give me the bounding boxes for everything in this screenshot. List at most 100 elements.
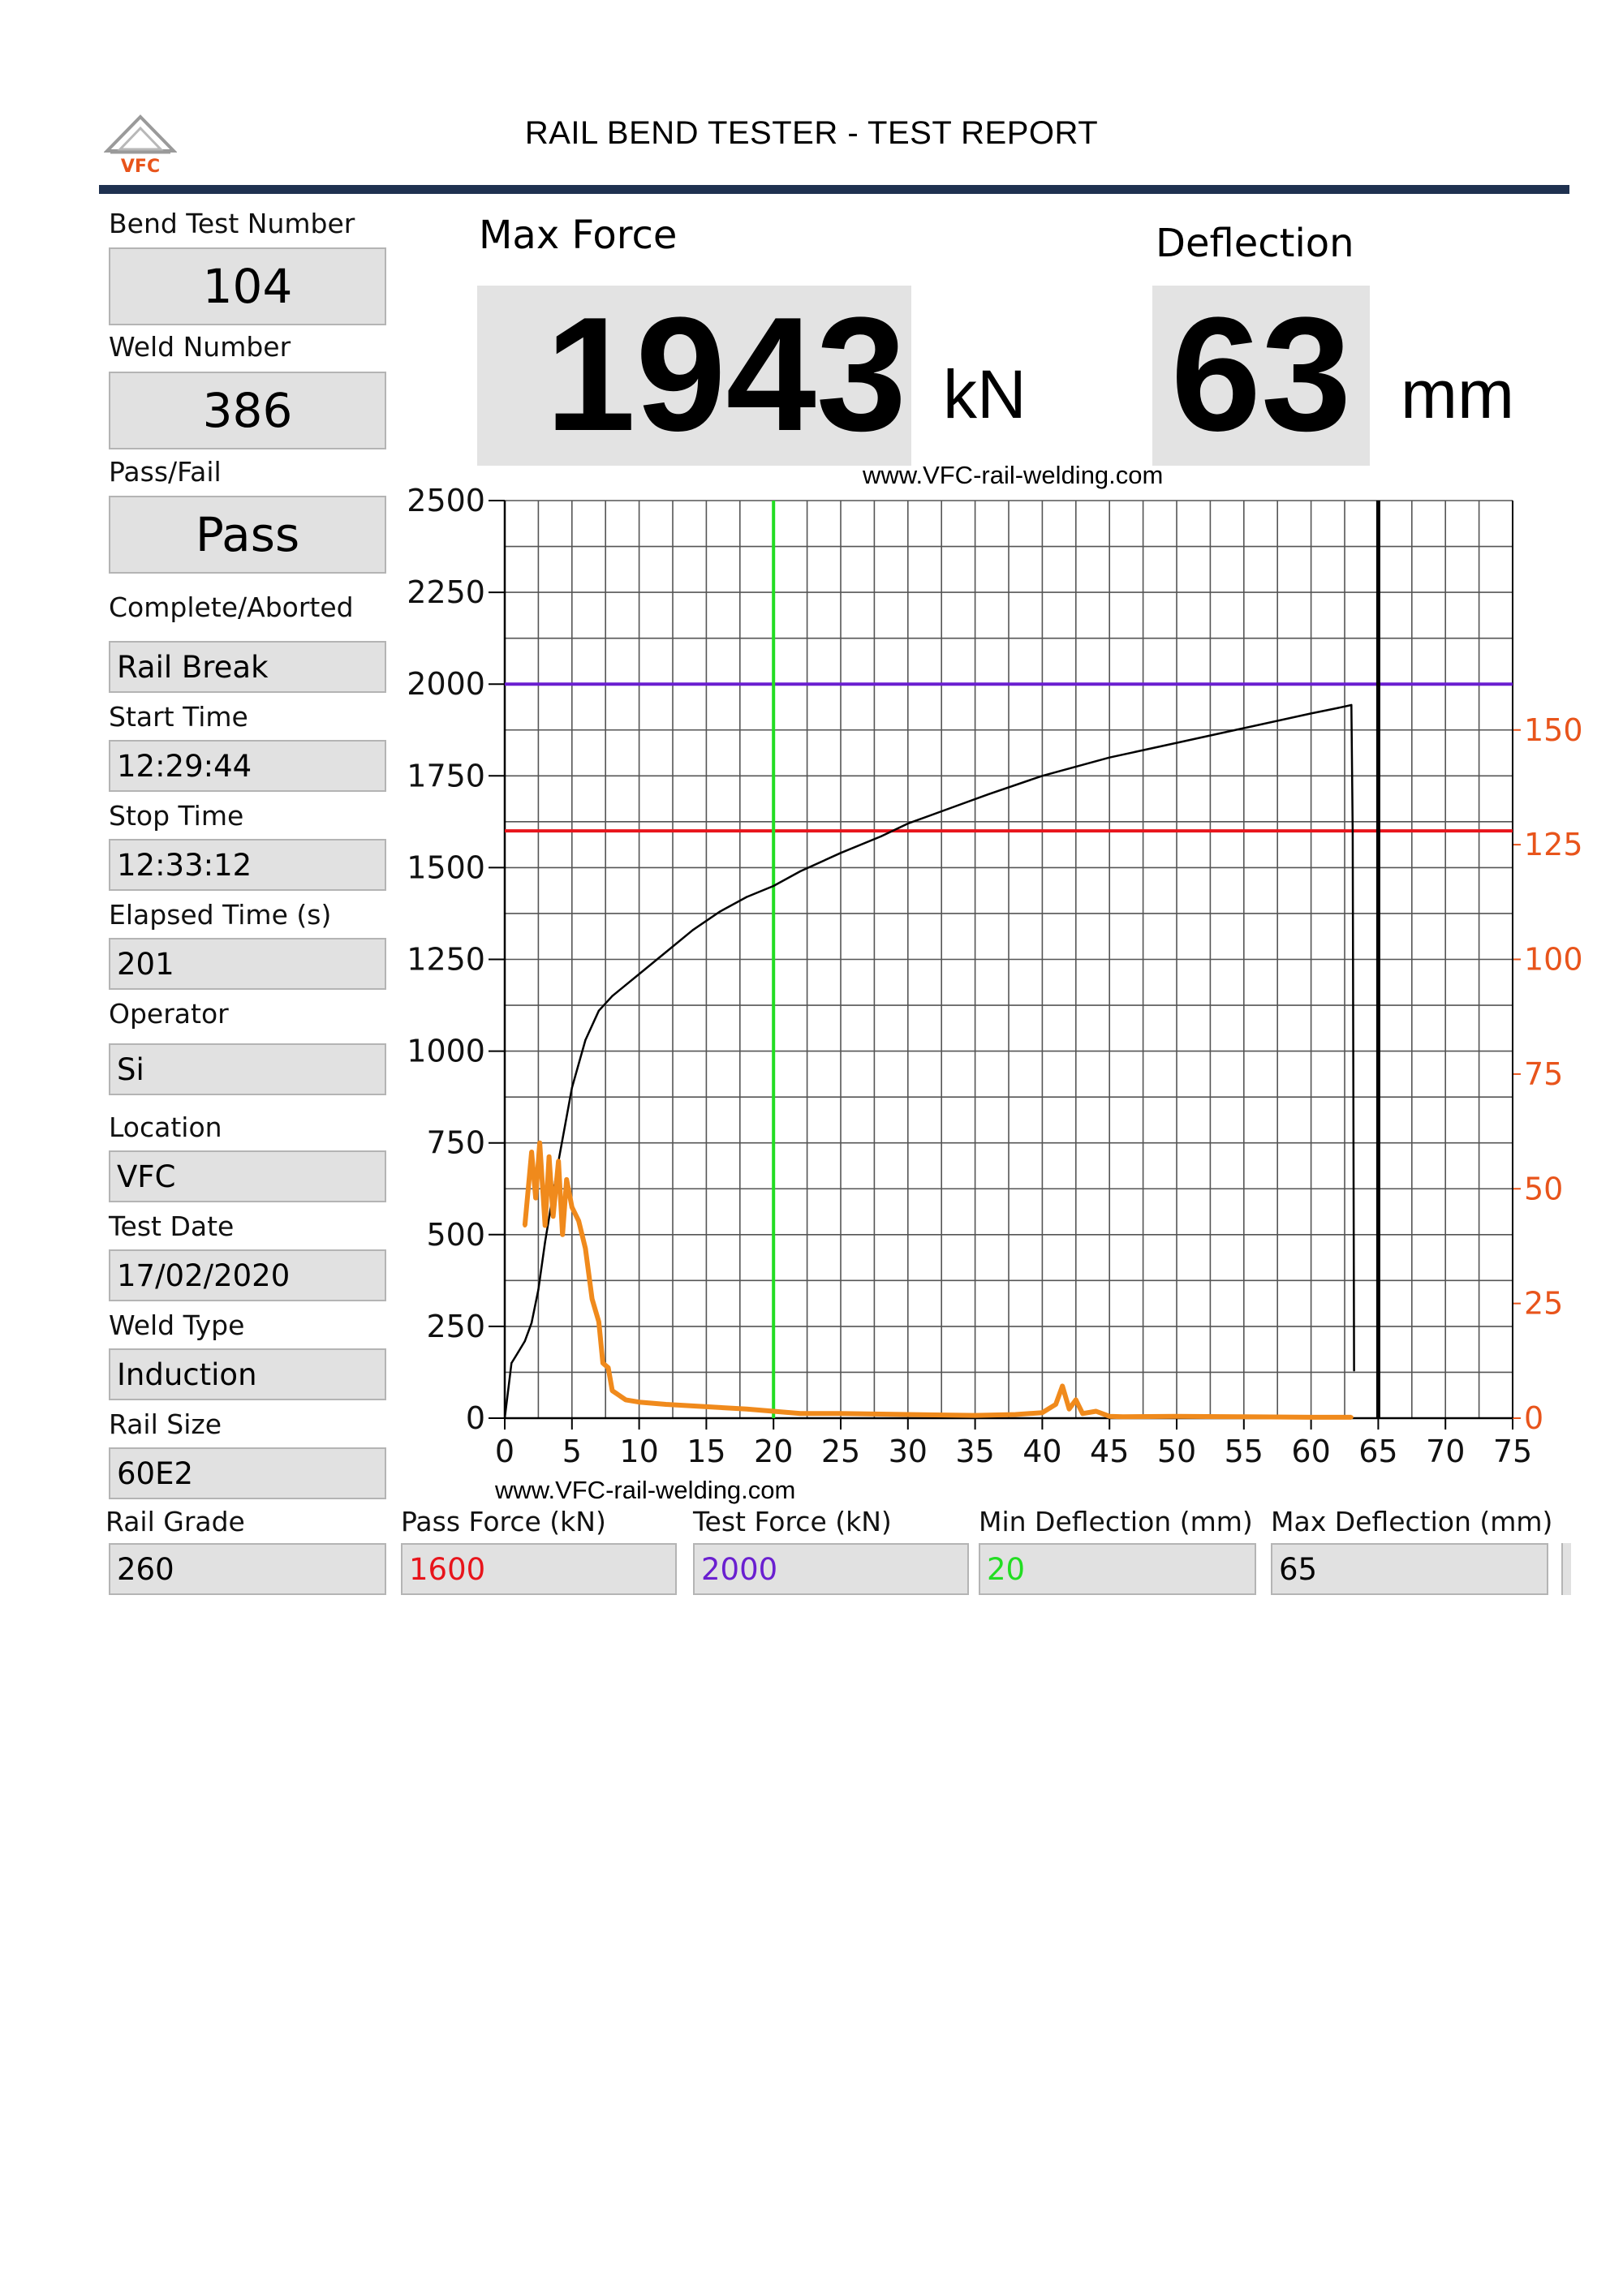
force-curve-point xyxy=(523,1339,527,1343)
pass-force-field: 1600 xyxy=(401,1543,677,1595)
y-tick-label: 1250 xyxy=(407,942,485,978)
test-date-label: Test Date xyxy=(109,1210,235,1242)
secondary-series-point xyxy=(1107,1414,1112,1419)
secondary-series-point xyxy=(537,1141,542,1146)
x-tick-label: 60 xyxy=(1291,1434,1330,1469)
secondary-series-point xyxy=(637,1400,642,1404)
pass-fail-field: Pass xyxy=(109,496,386,574)
website-caption-top: www.VFC-rail-welding.com xyxy=(863,461,1164,489)
force-curve-point xyxy=(1353,1369,1355,1372)
force-curve-point xyxy=(570,1086,573,1090)
secondary-series-point xyxy=(1053,1402,1058,1407)
x-tick-label: 35 xyxy=(955,1434,994,1469)
max-deflection-field: 65 xyxy=(1271,1543,1548,1595)
force-curve-point xyxy=(611,995,613,997)
force-curve-point xyxy=(584,1038,587,1042)
header-rule xyxy=(99,185,1569,194)
force-curve-point xyxy=(691,929,695,931)
y2-tick-label: 150 xyxy=(1524,712,1583,748)
secondary-series-point xyxy=(1013,1412,1018,1417)
x-tick-label: 55 xyxy=(1225,1434,1264,1469)
x-tick-label: 5 xyxy=(562,1434,582,1469)
secondary-series-point xyxy=(1080,1411,1085,1416)
report-title: RAIL BEND TESTER - TEST REPORT xyxy=(524,115,1099,151)
secondary-series-point xyxy=(623,1397,628,1402)
secondary-series-point xyxy=(771,1409,776,1414)
force-curve-point xyxy=(947,807,949,810)
y-tick-label: 0 xyxy=(466,1400,485,1436)
x-tick-label: 10 xyxy=(619,1434,658,1469)
y2-tick-label: 75 xyxy=(1524,1056,1563,1092)
force-curve-point xyxy=(745,896,748,898)
secondary-series-point xyxy=(798,1411,803,1416)
rail-grade-field: 260 xyxy=(109,1543,386,1595)
test-force-field: 2000 xyxy=(693,1543,969,1595)
force-curve-point xyxy=(799,870,802,873)
secondary-series-point xyxy=(560,1232,565,1237)
y-tick-label: 1000 xyxy=(407,1034,485,1069)
logo-text: VFC xyxy=(121,157,160,174)
y-tick-label: 750 xyxy=(426,1125,485,1161)
deflection-label: Deflection xyxy=(1156,221,1354,266)
force-curve-point xyxy=(544,1240,546,1244)
y2-tick-label: 0 xyxy=(1524,1400,1543,1436)
force-curve-point xyxy=(906,822,910,825)
secondary-series-point xyxy=(596,1319,601,1324)
y-tick-label: 1500 xyxy=(407,849,485,885)
secondary-series-point xyxy=(576,1219,581,1223)
rail-size-field: 60E2 xyxy=(109,1447,386,1499)
deflection-value: 63 xyxy=(1170,284,1352,465)
force-curve-point xyxy=(718,910,721,913)
complete-aborted-label: Complete/Aborted xyxy=(109,591,354,623)
secondary-series-point xyxy=(704,1404,708,1409)
secondary-series-point xyxy=(609,1388,614,1393)
location-field: VFC xyxy=(109,1150,386,1202)
force-curve-point xyxy=(638,973,640,975)
complete-aborted-field: Rail Break xyxy=(109,641,386,693)
force-curve-point xyxy=(773,884,775,888)
x-tick-label: 65 xyxy=(1358,1434,1397,1469)
secondary-series-point xyxy=(601,1361,605,1365)
min-deflection-field: 20 xyxy=(979,1543,1256,1595)
x-tick-label: 15 xyxy=(687,1434,725,1469)
y2-tick-label: 125 xyxy=(1524,827,1583,862)
secondary-series-point xyxy=(1121,1414,1126,1419)
secondary-series-point xyxy=(1242,1414,1246,1419)
max-force-readout xyxy=(477,286,911,466)
force-curve-point xyxy=(1175,742,1178,744)
weld-type-label: Weld Type xyxy=(109,1309,245,1341)
force-curve-point xyxy=(1350,703,1353,707)
x-tick-label: 20 xyxy=(754,1434,793,1469)
force-curve-point xyxy=(880,835,882,838)
force-curve-point xyxy=(517,1351,519,1353)
elapsed-time-label: Elapsed Time (s) xyxy=(109,899,332,931)
start-time-label: Start Time xyxy=(109,701,248,733)
force-deflection-chart: 0 5 10 15 20 25 30 35 40 45 50 55 60 65 70 750250500750… xyxy=(407,483,1583,1469)
secondary-series-point xyxy=(1067,1407,1072,1412)
max-deflection-label: Max Deflection (mm) xyxy=(1271,1506,1553,1537)
y2-tick-label: 100 xyxy=(1524,942,1583,978)
secondary-series-point xyxy=(1074,1397,1078,1402)
weld-type-field: Induction xyxy=(109,1348,386,1400)
y-tick-label: 1750 xyxy=(407,758,485,793)
secondary-series-point xyxy=(1060,1383,1065,1388)
force-curve-point xyxy=(1109,756,1111,759)
bend-test-number-label: Bend Test Number xyxy=(109,208,355,239)
force-curve-point xyxy=(1337,707,1339,709)
secondary-series-point xyxy=(838,1411,843,1416)
secondary-series-point xyxy=(564,1177,569,1182)
test-date-field: 17/02/2020 xyxy=(109,1249,386,1301)
deflection-readout xyxy=(1152,286,1370,466)
secondary-series-point xyxy=(547,1154,552,1159)
force-curve-point xyxy=(987,793,990,796)
vfc-logo-mark: VFC xyxy=(103,114,178,177)
force-curve-point xyxy=(1310,712,1312,715)
secondary-series-point xyxy=(1349,1415,1354,1420)
secondary-series-curve xyxy=(522,1140,1352,1420)
stop-time-label: Stop Time xyxy=(109,800,244,832)
secondary-series-point xyxy=(1174,1414,1179,1419)
secondary-series-point xyxy=(543,1223,548,1228)
x-tick-label: 0 xyxy=(495,1434,514,1469)
secondary-series-point xyxy=(1094,1409,1099,1414)
x-tick-label: 40 xyxy=(1022,1434,1061,1469)
